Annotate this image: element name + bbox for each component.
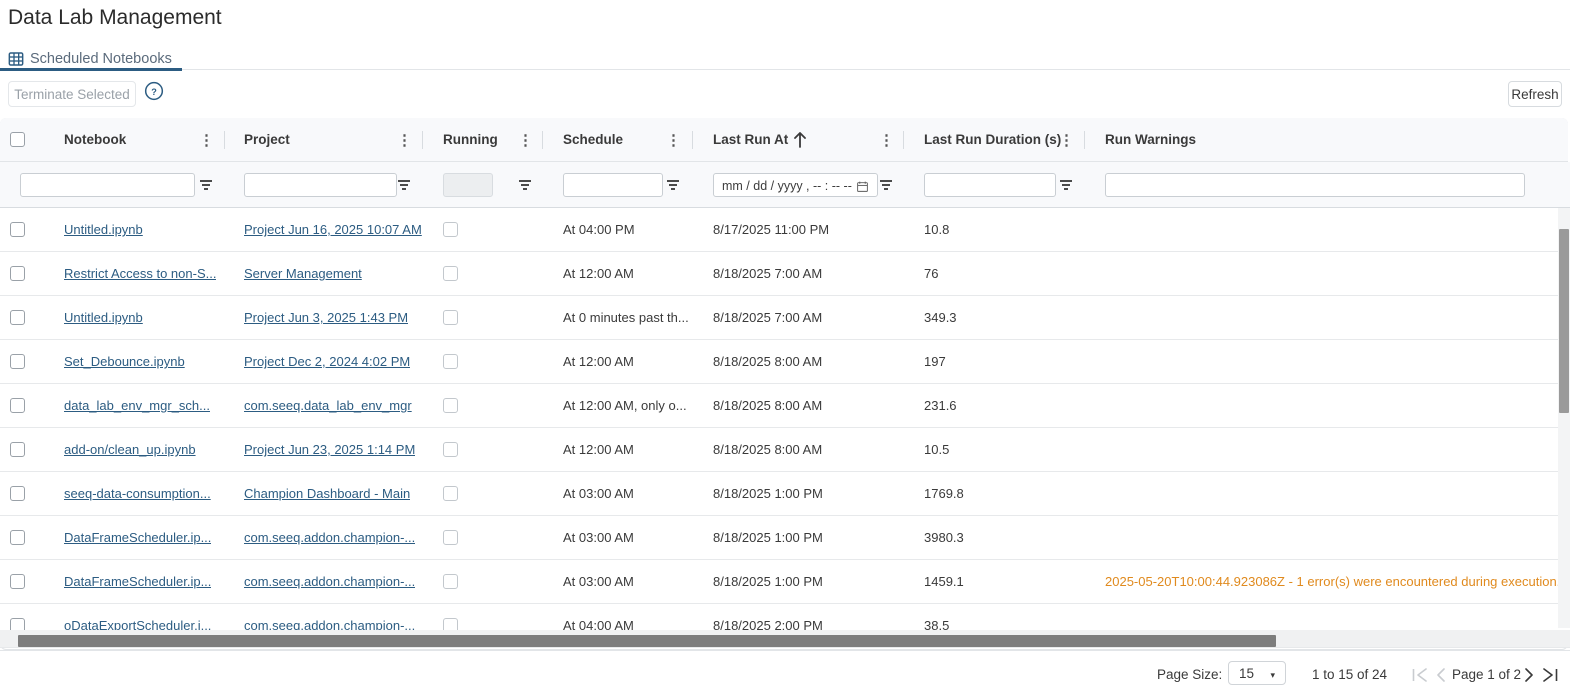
svg-text:?: ? [151, 87, 157, 97]
